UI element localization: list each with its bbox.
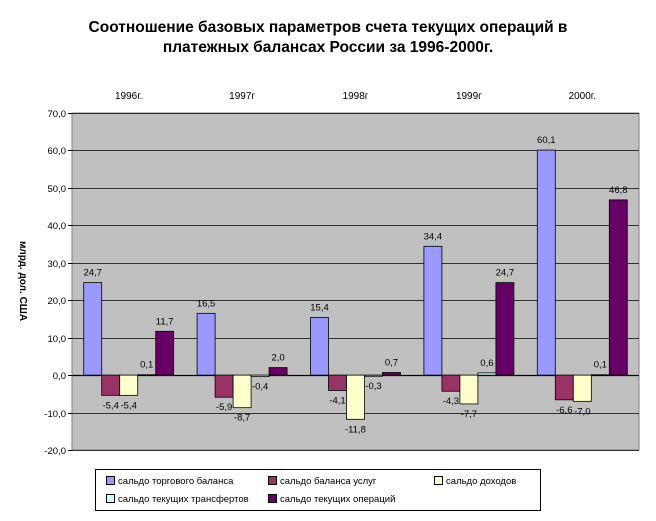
data-label: -5,4 [121,400,137,411]
legend-swatch [106,475,115,485]
data-label: 15,4 [310,302,329,313]
category-label: 1996г. [115,91,142,102]
bar [536,149,556,376]
data-label: 34,4 [424,231,443,242]
data-label: -4,1 [329,395,345,406]
data-label: -0,4 [252,382,268,393]
data-label: 16,5 [197,298,216,309]
bar [214,374,234,398]
y-tick-label: 30,0 [48,259,67,270]
legend-swatch [268,475,277,485]
legend-label: сальдо доходов [446,476,517,487]
legend-item: сальдо текущих трансфертов [106,493,249,506]
category-label: 1997г [229,91,255,102]
data-label: -4,3 [443,396,459,407]
data-label: 0,1 [594,360,607,371]
data-label: 60,1 [537,135,556,146]
data-label: -5,4 [103,400,119,411]
category-label: 2000г. [569,91,596,102]
bar [608,199,628,376]
bar [423,245,443,376]
y-tick-label: 70,0 [48,109,67,120]
bar [459,374,479,405]
legend-item: сальдо баланса услуг [268,475,377,488]
legend-label: сальдо баланса услуг [280,476,377,487]
data-label: -7,0 [574,406,590,417]
data-label: -8,7 [234,413,250,424]
category-label: 1999г [456,91,482,102]
data-label: -7,7 [461,409,477,420]
bar [477,372,497,376]
data-label: -11,8 [345,424,366,435]
data-label: 0,7 [385,357,398,368]
bar [590,374,610,376]
bar [83,282,103,376]
chart-title-line-1: Соотношение базовых параметров счета тек… [88,19,568,36]
bar [250,374,270,378]
y-tick-label: -20,0 [44,446,66,457]
bar [382,372,401,376]
chart-title: Соотношение базовых параметров счета тек… [0,18,656,58]
bar [328,374,347,391]
legend-item: сальдо текущих операций [268,493,396,506]
legend-swatch [106,493,115,503]
bar [232,374,252,409]
data-label: -6,6 [556,405,572,416]
legend-label: сальдо текущих операций [280,494,396,505]
bar [101,374,121,396]
y-axis-title: млрд. дол. США [17,241,28,321]
data-label: 46,8 [609,185,628,196]
y-tick-label: 40,0 [48,221,67,232]
legend-swatch [434,475,443,485]
bar [441,374,461,392]
data-label: 24,7 [496,268,515,279]
y-tick-label: -10,0 [44,409,66,420]
chart-title-line-2: платежных балансах России за 1996-2000г. [162,39,494,56]
bar [572,374,592,402]
legend-swatch [268,493,277,503]
bar [137,374,157,376]
bar [196,312,216,376]
data-label: 2,0 [271,353,284,364]
bar [554,374,574,401]
y-tick-label: 0,0 [53,371,66,382]
legend-label: сальдо торгового баланса [118,476,234,487]
bar [119,374,139,396]
data-label: -5,9 [216,402,232,413]
legend-item: сальдо торгового баланса [106,475,234,488]
bar [364,374,383,377]
legend-item: сальдо доходов [434,475,517,488]
bar [310,317,329,376]
y-tick-label: 10,0 [48,334,67,345]
legend-label: сальдо текущих трансфертов [118,494,249,505]
data-label: 0,1 [140,360,153,371]
bar [268,367,288,376]
bar [155,330,175,376]
data-label: 24,7 [83,268,102,279]
y-tick-label: 20,0 [48,296,67,307]
data-label: -0,3 [365,381,381,392]
bar [346,374,365,420]
category-label: 1998г [343,91,369,102]
data-label: 0,6 [480,358,493,369]
bar [495,282,515,376]
data-label: 11,7 [156,316,174,327]
y-tick-label: 50,0 [48,184,67,195]
y-tick-label: 60,0 [48,146,67,157]
legend: сальдо торгового баланса сальдо баланса у… [95,469,541,511]
